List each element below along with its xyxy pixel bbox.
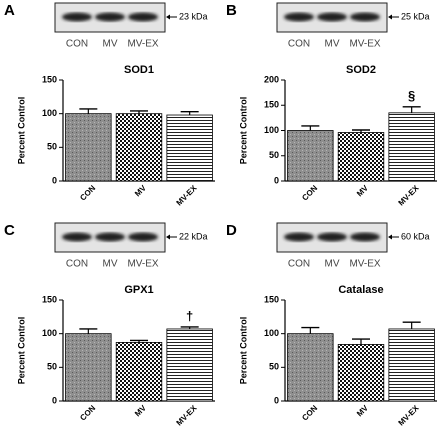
panel-label: C [4, 222, 15, 239]
lane-label: CON [288, 39, 310, 50]
y-tick-label: 150 [42, 294, 57, 304]
bar [65, 113, 112, 182]
y-tick-label: 0 [274, 395, 279, 405]
x-tick-label: MV-EX [175, 403, 199, 427]
x-tick-label: CON [300, 183, 319, 202]
bar [166, 114, 213, 182]
y-tick-label: 100 [42, 108, 57, 118]
chart-title: SOD2 [346, 64, 376, 76]
significance-mark: † [186, 308, 193, 323]
marker-arrowhead [166, 14, 170, 20]
marker-label: 60 kDa [401, 231, 430, 241]
blot-band [128, 232, 158, 242]
panel-label: B [226, 2, 237, 19]
y-axis-label: Percent Control [16, 317, 26, 385]
marker-label: 25 kDa [401, 11, 430, 21]
y-tick-label: 0 [52, 175, 57, 185]
bar [115, 113, 163, 182]
blot-band [317, 232, 347, 242]
lane-label: CON [66, 259, 88, 270]
marker-arrowhead [388, 234, 392, 240]
y-tick-label: 0 [52, 395, 57, 405]
bar [287, 130, 334, 182]
significance-mark: § [408, 88, 415, 103]
x-tick-label: CON [300, 403, 319, 422]
y-tick-label: 50 [269, 362, 279, 372]
y-axis-label: Percent Control [16, 97, 26, 165]
y-tick-label: 50 [269, 150, 279, 160]
lane-label: CON [288, 259, 310, 270]
lane-label: MV-EX [349, 259, 380, 270]
blot-band [284, 12, 314, 22]
lane-label: MV [325, 259, 340, 270]
lane-label: MV [103, 259, 118, 270]
bar [115, 342, 163, 402]
y-tick-label: 100 [42, 328, 57, 338]
panel: B CON MV MV-EX 25 kDa SOD2 Percent Control 0 50 1… [226, 2, 437, 208]
x-tick-label: MV-EX [175, 183, 199, 207]
chart-title: GPX1 [124, 284, 153, 296]
lane-label: MV-EX [349, 39, 380, 50]
marker-arrowhead [388, 14, 392, 20]
marker-arrowhead [166, 234, 170, 240]
bar [388, 328, 435, 402]
marker-label: 23 kDa [179, 11, 208, 21]
blot-band [62, 12, 92, 22]
bar [65, 333, 112, 402]
x-tick-label: MV [355, 183, 370, 198]
bar [166, 328, 213, 402]
lane-label: MV [325, 39, 340, 50]
y-tick-label: 200 [264, 74, 279, 84]
blot-band [317, 12, 347, 22]
blot-band [95, 12, 125, 22]
blot-band [95, 232, 125, 242]
y-tick-label: 50 [47, 362, 57, 372]
x-tick-label: CON [78, 403, 97, 422]
lane-label: MV-EX [127, 259, 158, 270]
x-tick-label: CON [78, 183, 97, 202]
y-tick-label: 100 [264, 328, 279, 338]
marker-label: 22 kDa [179, 231, 208, 241]
bar [287, 333, 334, 402]
y-tick-label: 150 [264, 100, 279, 110]
panel-label: A [4, 2, 15, 19]
lane-label: MV [103, 39, 118, 50]
bar [388, 112, 435, 182]
y-tick-label: 0 [274, 175, 279, 185]
lane-label: MV-EX [127, 39, 158, 50]
blot-band [350, 232, 380, 242]
x-tick-label: MV-EX [397, 403, 421, 427]
y-tick-label: 50 [47, 142, 57, 152]
panel-label: D [226, 222, 237, 239]
blot-band [284, 232, 314, 242]
panel: A CON MV MV-EX 23 kDa SOD1 Percent Control 0 50 1… [4, 2, 215, 208]
blot-band [62, 232, 92, 242]
x-tick-label: MV [355, 403, 370, 418]
chart-title: SOD1 [124, 64, 154, 76]
bar [337, 344, 385, 402]
y-tick-label: 150 [264, 294, 279, 304]
y-tick-label: 150 [42, 74, 57, 84]
y-tick-label: 100 [264, 125, 279, 135]
bar [337, 132, 385, 182]
y-axis-label: Percent Control [238, 97, 248, 165]
chart-title: Catalase [338, 284, 383, 296]
x-tick-label: MV-EX [397, 183, 421, 207]
x-tick-label: MV [133, 403, 148, 418]
y-axis-label: Percent Control [238, 317, 248, 385]
blot-band [128, 12, 158, 22]
panel: D CON MV MV-EX 60 kDa Catalase Percent Control… [226, 222, 437, 428]
panel: C CON MV MV-EX 22 kDa GPX1 Percent Control 0 50 1… [4, 222, 215, 428]
lane-label: CON [66, 39, 88, 50]
x-tick-label: MV [133, 183, 148, 198]
blot-band [350, 12, 380, 22]
